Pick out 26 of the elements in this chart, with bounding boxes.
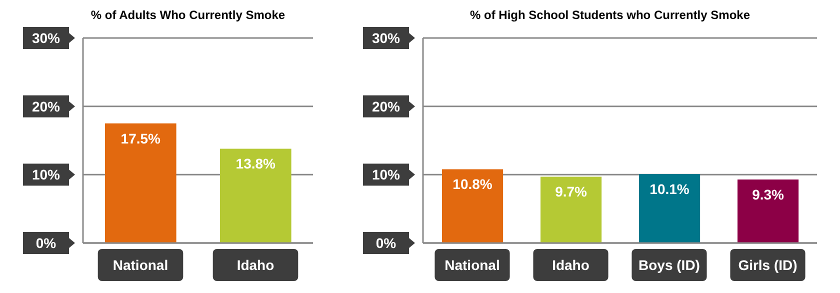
data-label: 17.5% — [120, 130, 162, 146]
chart-title: % of Adults Who Currently Smoke — [90, 8, 286, 24]
data-label: 13.8% — [236, 156, 276, 172]
y-tick-label: 10% — [32, 166, 61, 183]
x-tick-label: Girls (ID) — [738, 257, 798, 273]
data-label: 9.7% — [555, 184, 588, 200]
data-label: 9.3% — [752, 186, 785, 202]
x-tick-label: Idaho — [552, 257, 590, 273]
data-label: 10.8% — [452, 176, 493, 192]
bar — [442, 169, 504, 243]
x-tick-label: Idaho — [236, 257, 274, 273]
y-tick-label: 0% — [376, 235, 397, 251]
y-tick-label: 20% — [372, 98, 401, 114]
bar — [639, 174, 700, 243]
x-tick-label: National — [444, 257, 500, 273]
bar — [738, 179, 799, 243]
y-tick-label: 10% — [372, 166, 401, 183]
chart-title: % of High School Students who Currently Smoke — [468, 8, 752, 24]
y-tick-label: 30% — [32, 30, 61, 46]
y-tick-label: 0% — [36, 235, 57, 251]
y-tick-label: 30% — [372, 30, 401, 46]
data-label: 10.1% — [650, 180, 690, 197]
y-tick-label: 20% — [32, 98, 61, 114]
bar — [540, 176, 602, 243]
x-tick-label: Boys (ID) — [638, 257, 700, 273]
x-tick-label: National — [112, 257, 168, 273]
